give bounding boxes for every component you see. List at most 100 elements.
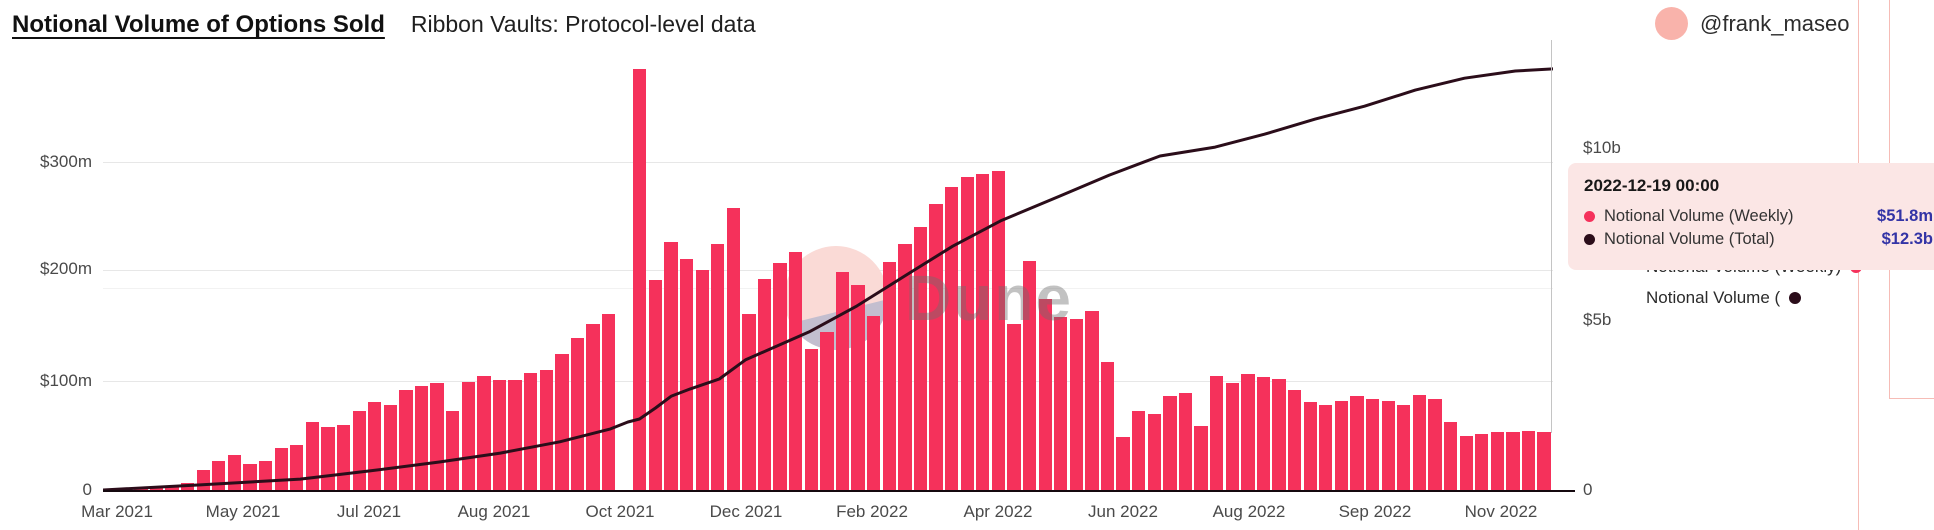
bar[interactable] [1350,395,1364,490]
tooltip-total-dot-icon [1584,234,1595,245]
bar[interactable] [820,331,834,490]
bar[interactable] [851,284,865,490]
bar[interactable] [991,171,1006,490]
bar[interactable] [1443,421,1458,490]
bar[interactable] [1007,323,1021,490]
bar[interactable] [1521,430,1536,490]
right-axis-tick-10b: $10b [1583,138,1621,157]
bar[interactable] [1256,376,1271,490]
gridline-300m [103,162,1553,163]
bar[interactable] [726,208,741,490]
y-axis-tick-0: 0 [82,480,92,499]
author-handle[interactable]: @frank_maseo [1700,11,1850,36]
bar[interactable] [1038,299,1052,490]
x-axis-tick: Nov 2022 [1464,502,1538,521]
bar[interactable] [1210,375,1224,490]
x-axis-tick: Aug 2021 [457,502,531,521]
bar[interactable] [1194,426,1208,490]
bar[interactable] [555,354,569,490]
legend-item-total-label: Notional Volume ( [1646,288,1781,307]
bar[interactable] [648,280,663,490]
hover-crosshair [1551,40,1552,433]
bar[interactable] [601,313,616,490]
bar[interactable] [804,348,818,490]
bar[interactable] [1428,399,1442,490]
bar[interactable] [711,244,725,490]
bar[interactable] [1069,319,1084,490]
bar[interactable] [1365,399,1380,490]
bar[interactable] [570,338,585,490]
bar[interactable] [929,203,943,490]
bar[interactable] [773,263,787,490]
author-block[interactable]: @frank_maseo [1655,0,1850,40]
bar[interactable] [1537,431,1551,490]
bar[interactable] [461,382,475,490]
bar[interactable] [913,227,928,490]
bar[interactable] [695,269,709,490]
legend-total-dot-icon [1789,292,1802,304]
tooltip-weekly-dot-icon [1584,211,1595,222]
bar[interactable] [867,315,881,490]
bar[interactable] [477,375,491,490]
bar[interactable] [1054,317,1068,490]
bar[interactable] [1178,393,1193,490]
bar[interactable] [492,379,507,490]
bar[interactable] [1459,436,1473,490]
bar[interactable] [1100,362,1115,490]
tooltip-total-value: $12.3b [1881,230,1933,248]
author-avatar[interactable] [1655,7,1688,40]
bar[interactable] [1132,411,1146,490]
bar[interactable] [835,272,850,490]
bar[interactable] [446,411,460,490]
bar[interactable] [882,262,896,490]
bar[interactable] [1334,401,1349,490]
bar[interactable] [757,278,772,490]
x-axis-tick: Dec 2021 [709,502,783,521]
bar[interactable] [976,174,990,490]
right-axis-tick-0: 0 [1583,480,1593,499]
bar[interactable] [1085,311,1099,490]
bar[interactable] [1397,404,1411,490]
bar[interactable] [1490,431,1504,490]
total-line-series [103,67,1553,490]
y-axis-tick-200m: $200m [40,259,92,278]
bar[interactable] [1319,404,1333,490]
x-axis-line [103,490,1575,492]
bar[interactable] [524,373,538,490]
bar[interactable] [1163,395,1177,490]
legend-item-total[interactable]: Notional Volume ( [1646,288,1802,308]
bar[interactable] [789,251,803,490]
bar[interactable] [960,176,974,490]
plot-area[interactable]: Dune [103,40,1553,490]
bar[interactable] [633,68,647,490]
bar[interactable] [679,258,694,490]
bar[interactable] [1303,402,1317,490]
bar[interactable] [1506,431,1520,490]
bar[interactable] [1287,390,1302,490]
bar[interactable] [539,369,553,490]
bar[interactable] [305,421,320,490]
bar[interactable] [149,487,164,490]
bar[interactable] [944,186,959,490]
bar[interactable] [898,244,912,490]
x-axis-tick: Feb 2022 [836,502,908,521]
right-axis-tick-5b: $5b [1583,310,1612,329]
bar[interactable] [1022,260,1037,490]
bar[interactable] [1147,413,1161,490]
x-axis-tick: Jul 2021 [336,502,402,521]
bar[interactable] [368,402,382,490]
bar[interactable] [586,323,600,490]
chart-header: Notional Volume of Options Sold Ribbon V… [12,11,756,39]
bar[interactable] [1225,383,1239,490]
chart-title-link[interactable]: Notional Volume of Options Sold [12,11,385,38]
bar[interactable] [1116,437,1130,490]
bar[interactable] [508,379,522,490]
tooltip-weekly-value: $51.8m [1877,207,1933,225]
bar[interactable] [1475,433,1489,490]
bar[interactable] [1381,401,1395,490]
bar[interactable] [664,241,678,490]
frame-line-horizontal [1889,398,1934,399]
bar[interactable] [1272,378,1286,490]
bar[interactable] [1241,374,1255,490]
bar[interactable] [1412,394,1427,490]
